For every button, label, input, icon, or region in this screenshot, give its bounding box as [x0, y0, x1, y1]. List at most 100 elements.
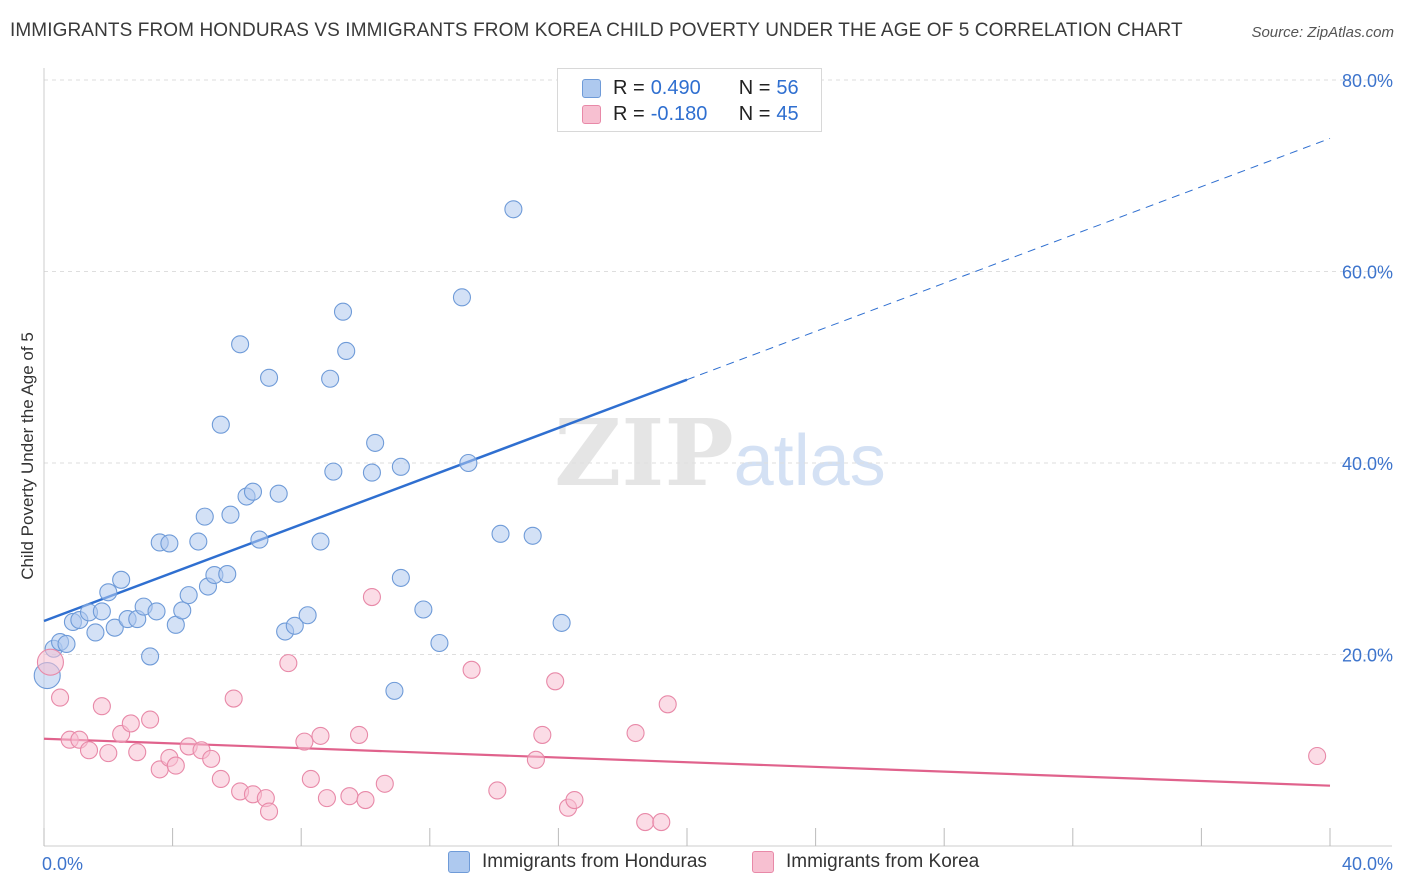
korea-point [311, 726, 330, 745]
honduras-point [189, 532, 208, 551]
korea-point [166, 756, 185, 775]
trendlines [43, 137, 1331, 787]
korea-point [488, 781, 507, 800]
honduras-point [504, 200, 523, 219]
korea-point [99, 744, 118, 763]
x-tick-label: 0.0% [42, 854, 83, 874]
honduras-point [362, 463, 381, 482]
honduras-point [92, 602, 111, 621]
honduras-point [86, 623, 105, 642]
legend-label: Immigrants from Honduras [482, 851, 707, 872]
korea-trendline [43, 737, 1331, 787]
y-tick-label: 40.0% [1342, 454, 1393, 474]
korea-point [636, 813, 655, 832]
honduras-point [333, 302, 353, 321]
korea-point [92, 697, 111, 716]
korea-point [202, 749, 221, 768]
honduras-point [414, 600, 433, 619]
r-label: R = [613, 102, 645, 125]
r-value: -0.180 [650, 102, 708, 125]
r-value: 0.490 [650, 76, 701, 99]
korea-point [356, 790, 375, 810]
korea-point [259, 802, 279, 821]
honduras-point [452, 288, 472, 307]
honduras-point [147, 602, 166, 621]
korea-point [79, 741, 99, 760]
korea-point [1308, 746, 1327, 766]
honduras-swatch [448, 851, 470, 873]
korea-point [626, 723, 645, 743]
honduras-point [195, 507, 214, 526]
honduras-point [391, 457, 410, 476]
y-tick-label: 80.0% [1342, 71, 1393, 91]
watermark-zip: ZIP [554, 399, 733, 507]
n-label: N = [738, 102, 771, 125]
honduras-point [552, 613, 571, 632]
y-tick-label: 60.0% [1342, 263, 1393, 283]
y-axis-label: Child Poverty Under the Age of 5 [18, 332, 37, 580]
korea-point [317, 789, 336, 808]
honduras-swatch [582, 78, 601, 98]
korea-swatch [582, 104, 601, 124]
honduras-point [324, 462, 343, 481]
honduras-point [243, 482, 263, 501]
honduras-point [218, 565, 237, 584]
korea-point [462, 660, 481, 679]
honduras-point [491, 524, 510, 543]
honduras-point [430, 633, 449, 653]
korea-point [141, 710, 160, 729]
tick-labels: 20.0% 40.0% 60.0% 80.0% 0.0% 40.0% [42, 71, 1393, 874]
data-points [33, 200, 1327, 832]
korea-point [340, 787, 359, 806]
honduras-point [57, 634, 76, 654]
korea-swatch [752, 851, 774, 873]
legend-label: Immigrants from Korea [786, 851, 980, 872]
legend-item-korea[interactable]: Immigrants from Korea [752, 851, 979, 873]
honduras-point [211, 415, 230, 434]
honduras-point [173, 601, 192, 620]
korea-point [211, 769, 230, 789]
x-tick-label: 40.0% [1342, 854, 1393, 874]
honduras-point [391, 568, 410, 587]
honduras-point [112, 570, 131, 589]
korea-point [301, 769, 320, 789]
n-value: 56 [776, 76, 799, 99]
korea-point [533, 725, 552, 744]
honduras-point [231, 335, 250, 354]
korea-point [658, 695, 677, 714]
honduras-point [366, 433, 385, 452]
series-legend: Immigrants from Honduras Immigrants from… [0, 851, 1406, 877]
honduras-point [459, 453, 478, 473]
korea-point [362, 587, 381, 607]
honduras-point [179, 586, 198, 605]
chart-title: IMMIGRANTS FROM HONDURAS VS IMMIGRANTS F… [10, 20, 1183, 41]
honduras-point [160, 534, 179, 553]
honduras-trendline-extension [686, 137, 1331, 381]
honduras-point [269, 484, 288, 503]
honduras-point [105, 618, 124, 637]
honduras-point [337, 341, 356, 361]
honduras-point [385, 681, 404, 700]
korea-point [224, 689, 243, 708]
r-label: R = [613, 76, 645, 99]
korea-point [51, 688, 70, 707]
source-label: Source: ZipAtlas.com [1251, 24, 1394, 41]
korea-point [121, 714, 140, 733]
honduras-point [259, 368, 279, 387]
n-value: 45 [776, 102, 799, 125]
korea-point [36, 648, 64, 676]
honduras-point [99, 583, 118, 602]
y-tick-label: 20.0% [1342, 646, 1393, 666]
legend-row-korea: R = -0.180 N = 45 [582, 101, 799, 127]
watermark-atlas: atlas [734, 421, 886, 501]
korea-point [565, 790, 584, 810]
legend-item-honduras[interactable]: Immigrants from Honduras [448, 851, 707, 873]
watermark: ZIPatlas [554, 399, 885, 507]
gridlines [44, 79, 1392, 655]
korea-point [279, 654, 298, 673]
honduras-point [523, 526, 542, 545]
n-label: N = [738, 76, 771, 99]
honduras-point [285, 616, 304, 635]
korea-point [128, 743, 147, 762]
